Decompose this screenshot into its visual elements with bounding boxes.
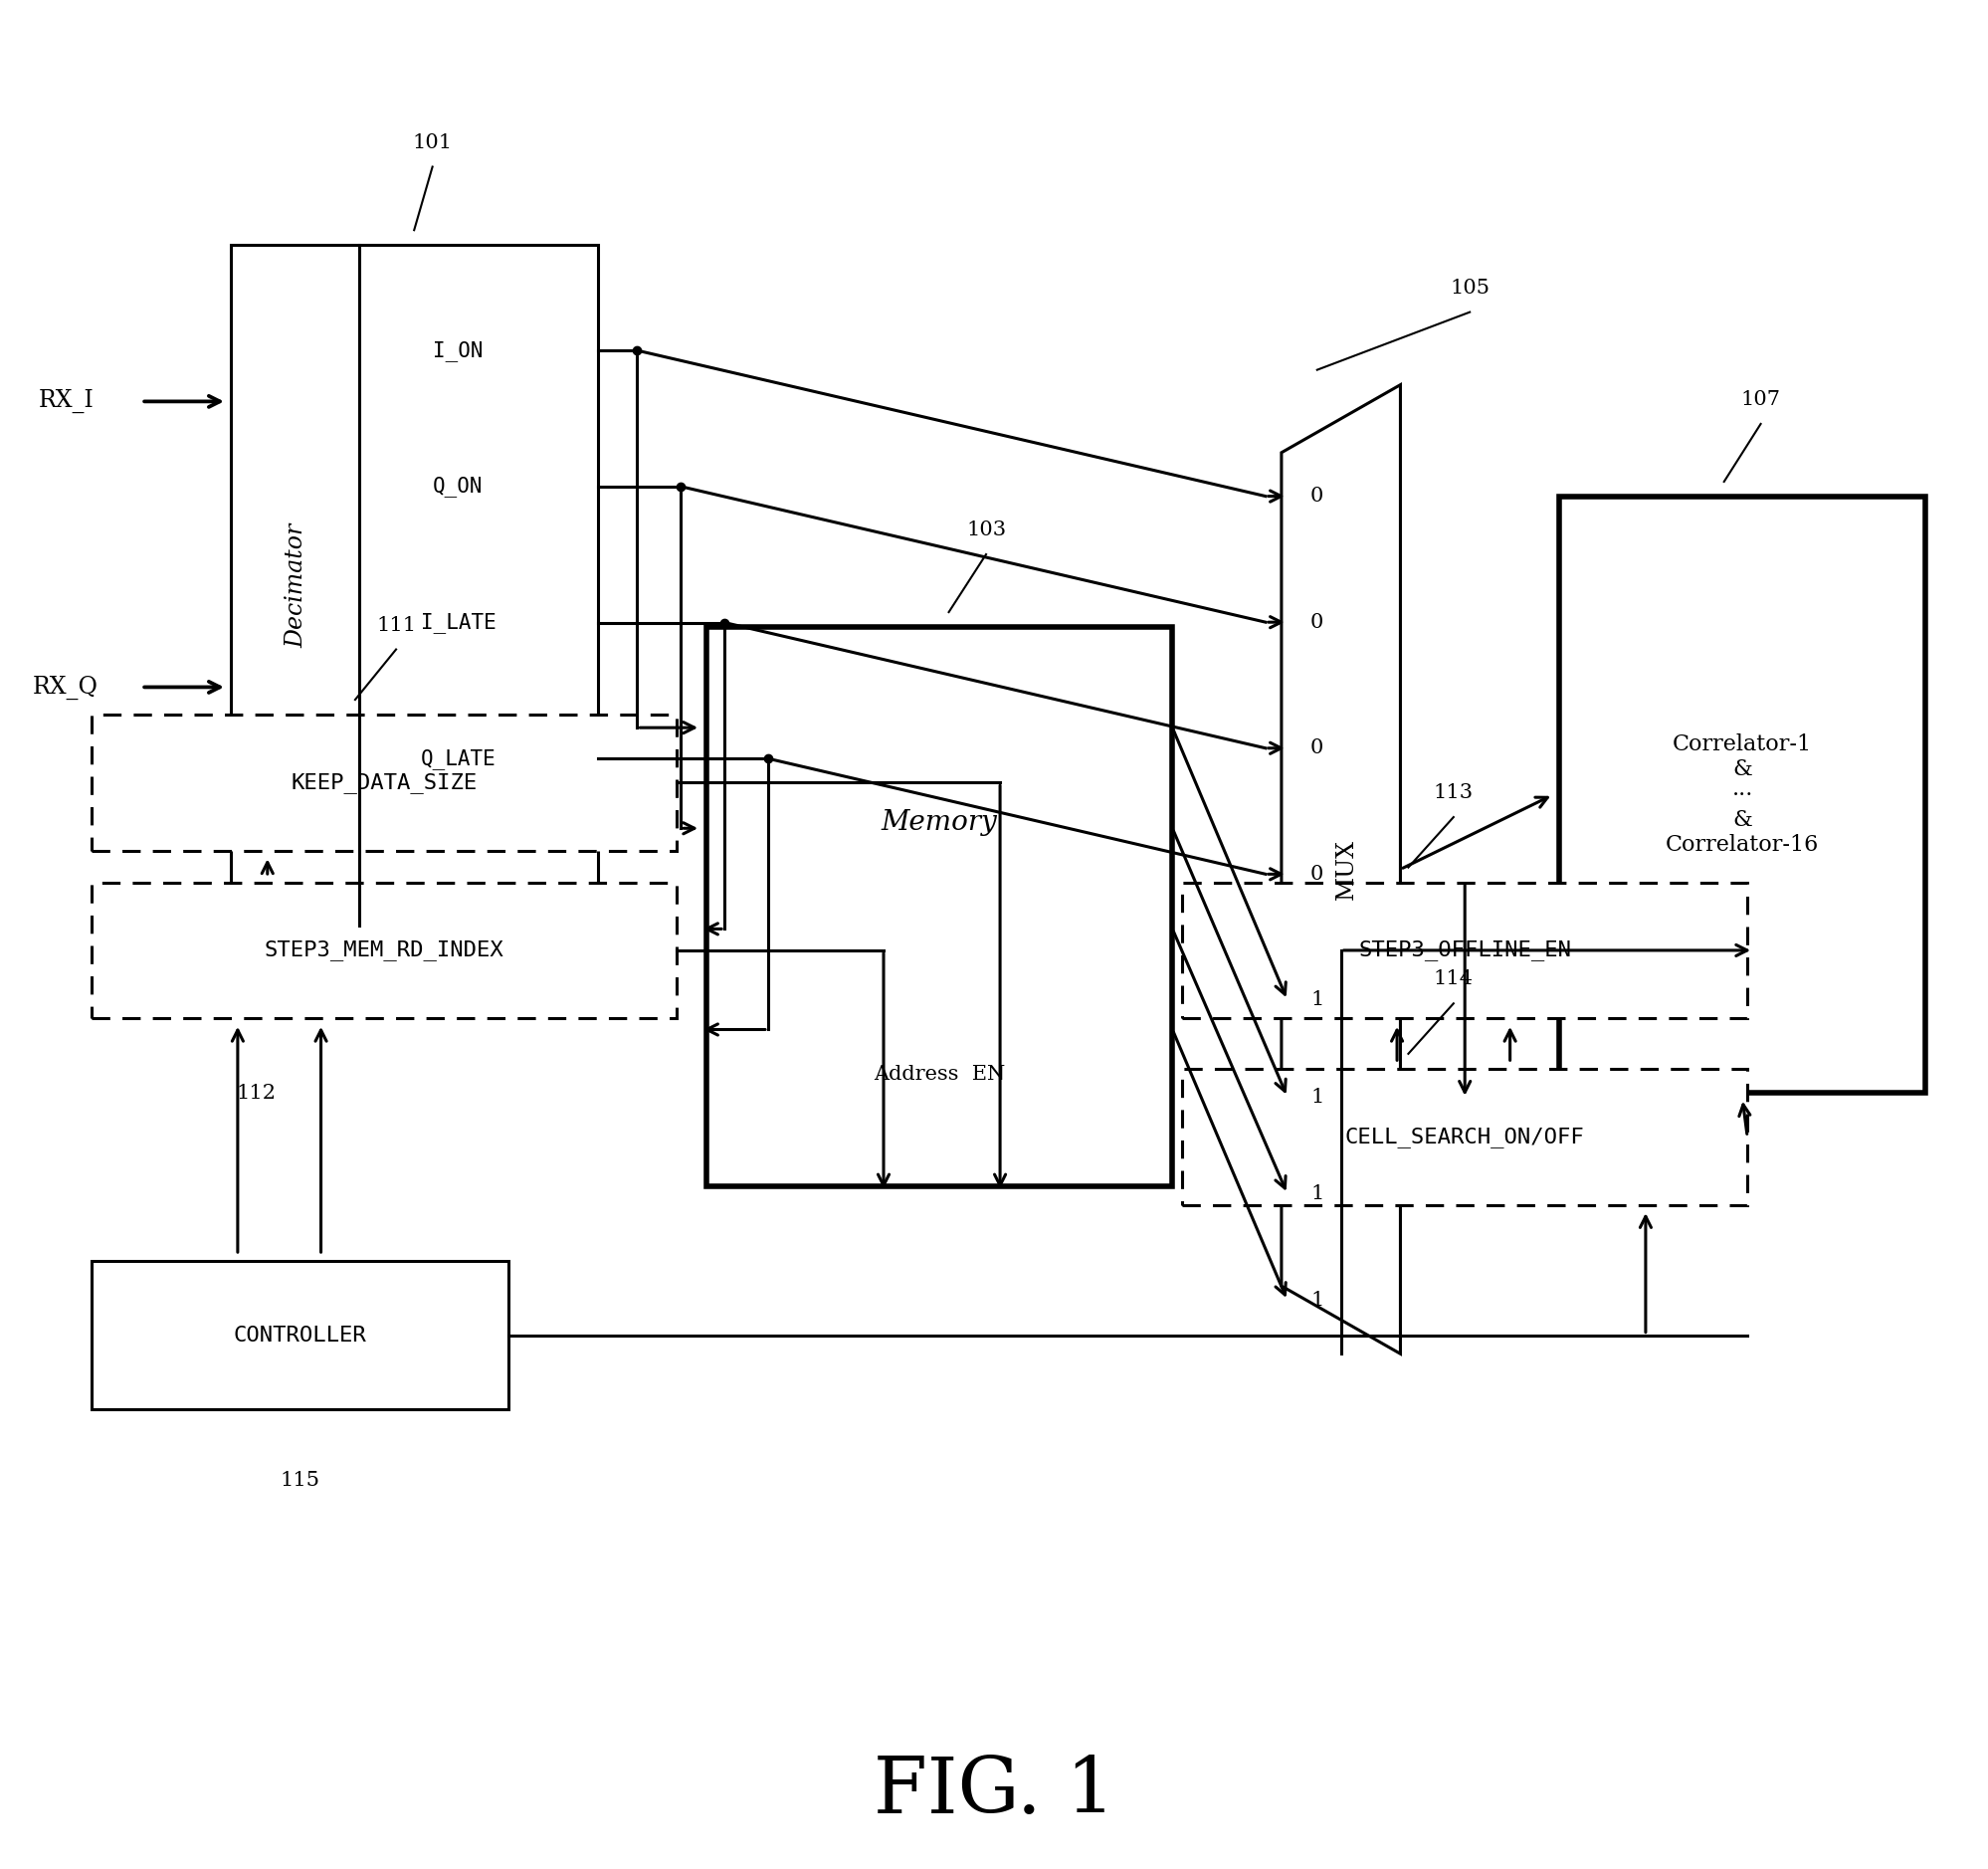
Text: 1: 1 <box>1310 991 1324 1009</box>
Text: 0: 0 <box>1310 486 1324 506</box>
Text: 0: 0 <box>1310 613 1324 632</box>
Text: RX_Q: RX_Q <box>32 675 97 699</box>
Text: KEEP_DATA_SIZE: KEEP_DATA_SIZE <box>290 772 477 792</box>
Text: 115: 115 <box>280 1471 320 1490</box>
Text: 114: 114 <box>1433 970 1473 989</box>
Text: 103: 103 <box>966 521 1006 540</box>
Bar <box>1183 1069 1747 1206</box>
Text: STEP3_MEM_RD_INDEX: STEP3_MEM_RD_INDEX <box>264 940 505 961</box>
Text: 101: 101 <box>412 133 453 151</box>
Text: 113: 113 <box>1433 783 1473 802</box>
Text: 0: 0 <box>1310 738 1324 757</box>
Text: 111: 111 <box>376 615 415 635</box>
Text: CONTROLLER: CONTROLLER <box>235 1325 366 1346</box>
Text: Memory: Memory <box>881 809 998 835</box>
Text: Q_ON: Q_ON <box>433 477 483 497</box>
Text: 1: 1 <box>1310 1088 1324 1106</box>
Text: MUX: MUX <box>1336 839 1358 899</box>
Text: Correlator-1
&
···
&
Correlator-16: Correlator-1 & ··· & Correlator-16 <box>1666 733 1819 856</box>
Text: CELL_SEARCH_ON/OFF: CELL_SEARCH_ON/OFF <box>1346 1127 1584 1148</box>
Text: I_ON: I_ON <box>433 340 483 361</box>
Text: 1: 1 <box>1310 1185 1324 1204</box>
Text: 112: 112 <box>237 1084 276 1103</box>
Text: 1: 1 <box>1310 1291 1324 1310</box>
Text: Decimator: Decimator <box>284 523 308 647</box>
Bar <box>231 245 598 925</box>
Text: FIG. 1: FIG. 1 <box>873 1753 1115 1830</box>
Text: 0: 0 <box>1310 865 1324 884</box>
Bar <box>1559 497 1926 1093</box>
Text: 107: 107 <box>1741 391 1781 409</box>
Bar <box>706 626 1173 1187</box>
Bar <box>91 1260 509 1409</box>
Text: 105: 105 <box>1449 278 1489 297</box>
Bar <box>1183 882 1747 1019</box>
Polygon shape <box>1282 385 1400 1353</box>
Text: Q_LATE: Q_LATE <box>419 748 495 768</box>
Bar <box>91 714 676 850</box>
Bar <box>91 882 676 1019</box>
Text: RX_I: RX_I <box>38 389 93 413</box>
Text: STEP3_OFFLINE_EN: STEP3_OFFLINE_EN <box>1358 940 1571 961</box>
Text: Address  EN: Address EN <box>873 1065 1006 1084</box>
Text: I_LATE: I_LATE <box>419 611 495 634</box>
